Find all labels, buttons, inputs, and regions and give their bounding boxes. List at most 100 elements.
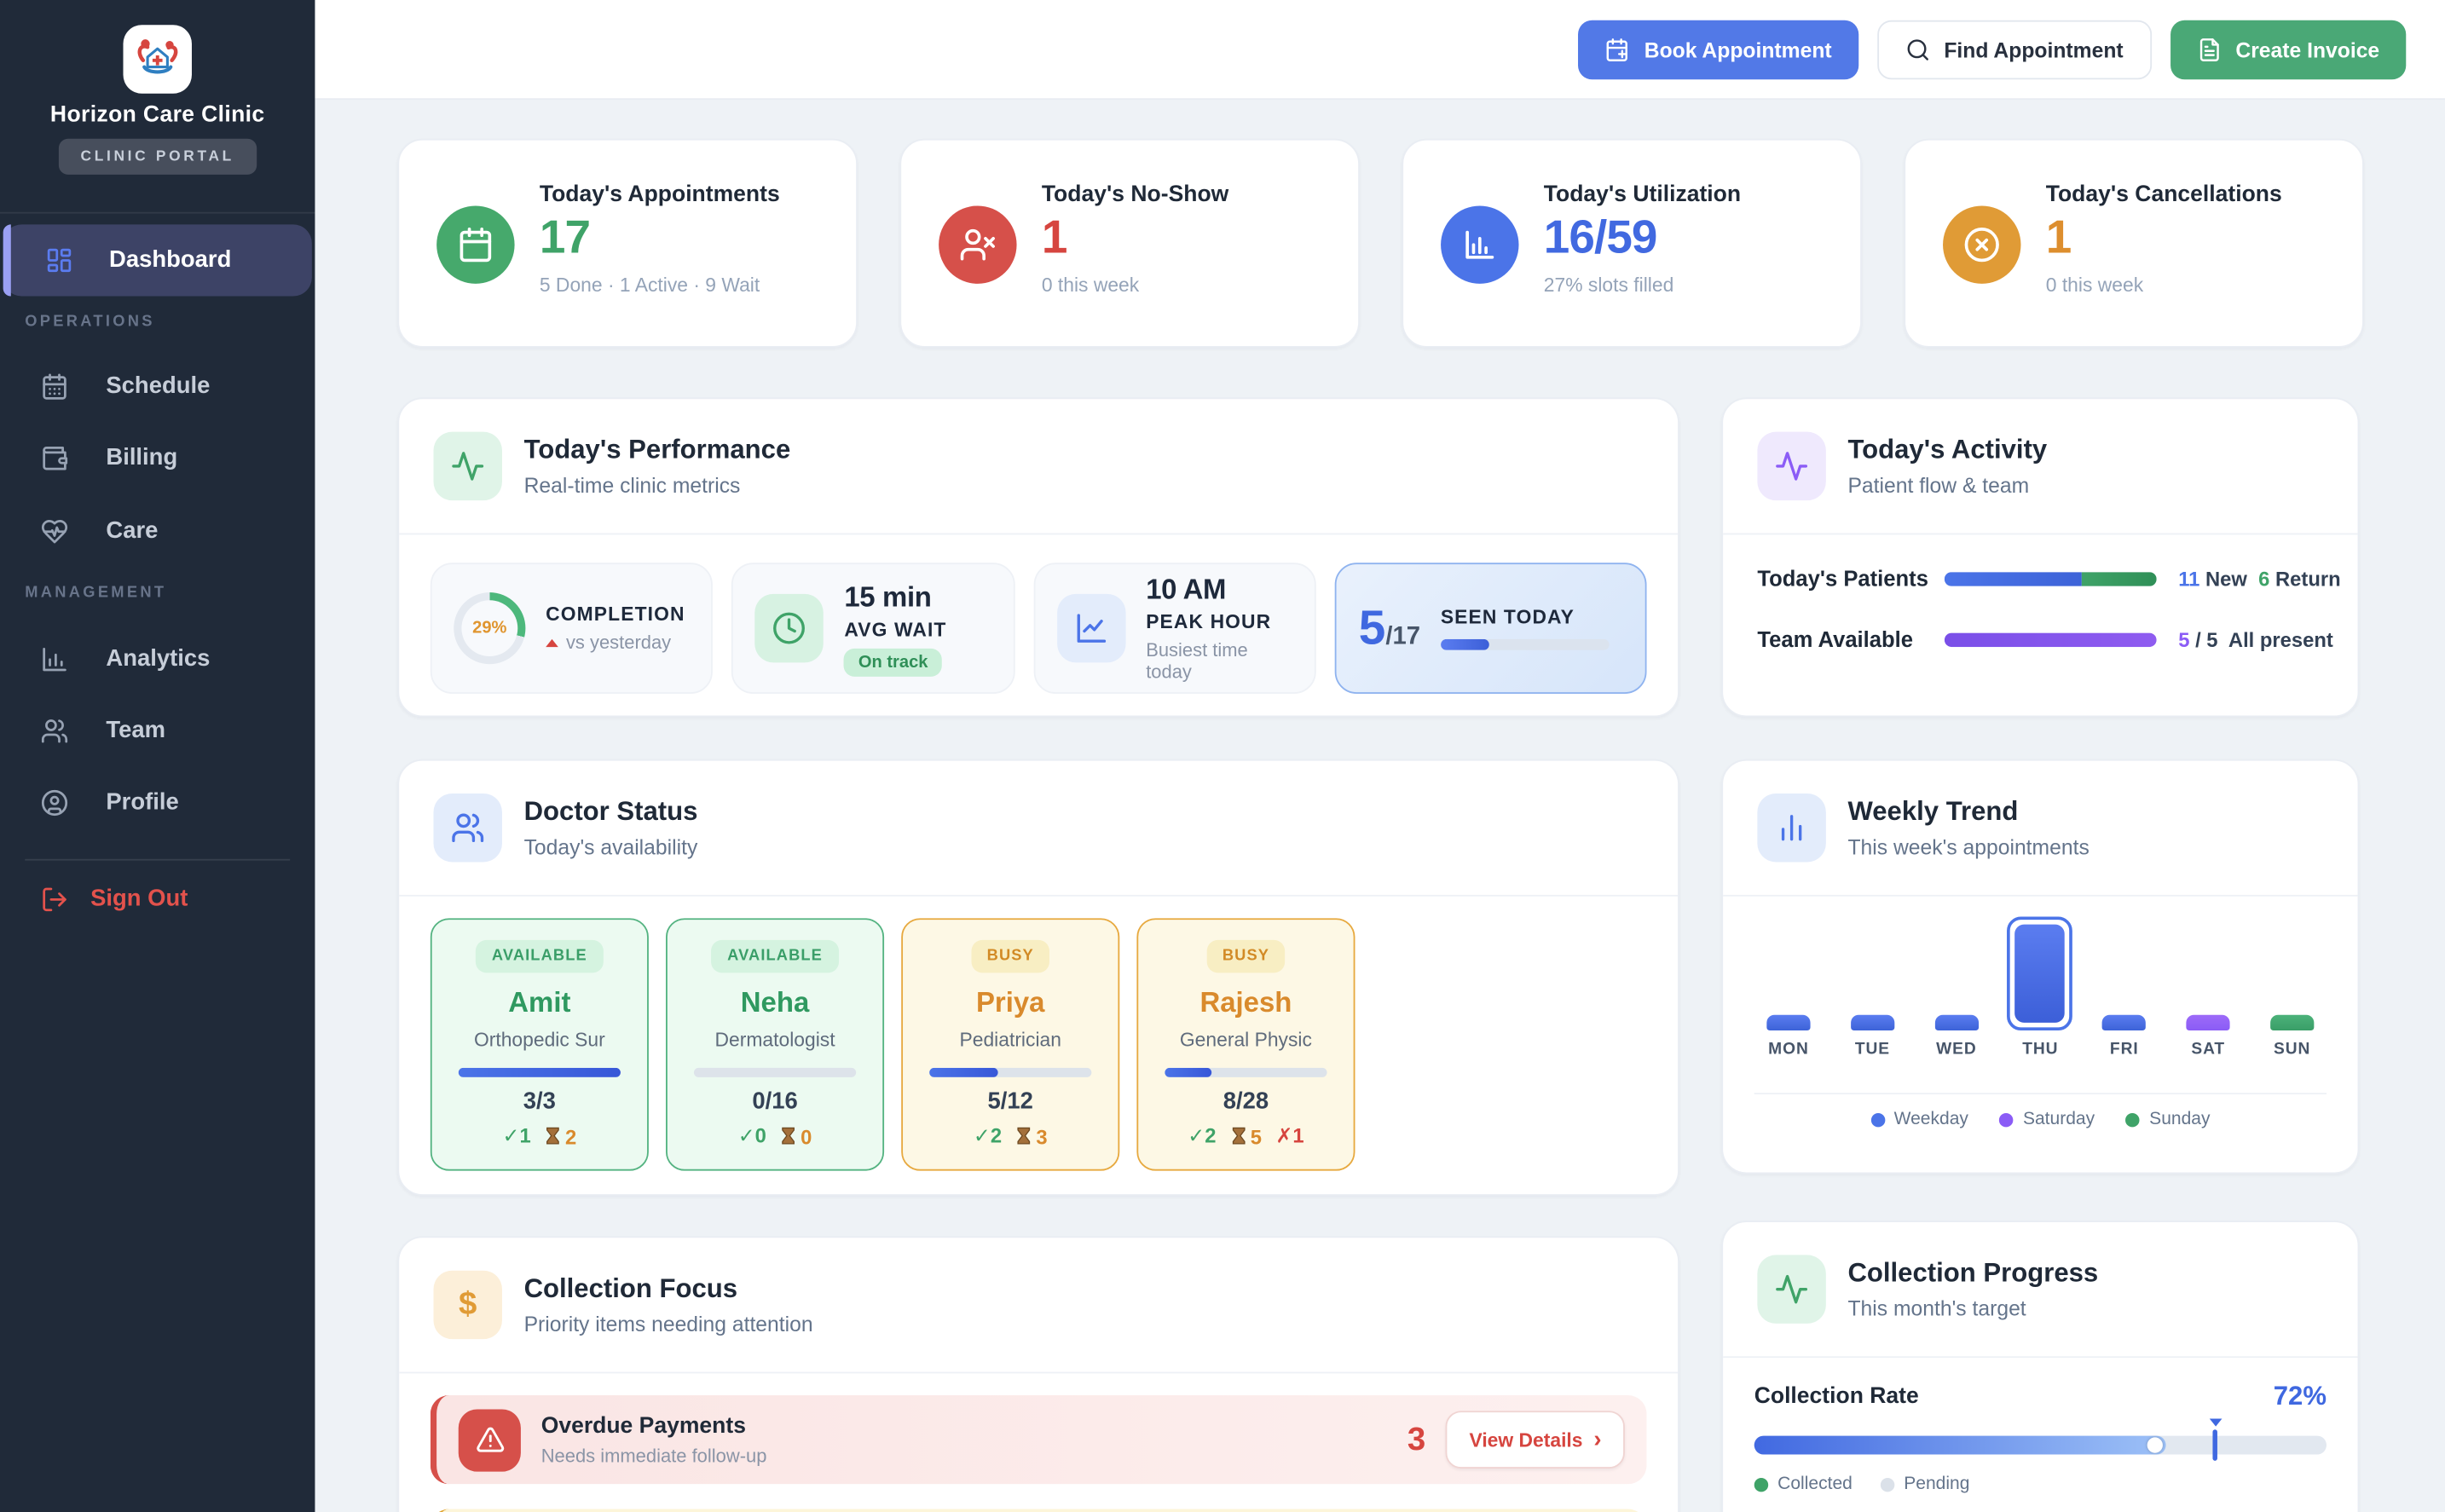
collection-focus-card: $ Collection Focus Priority items needin… — [397, 1236, 1679, 1512]
tile-label: SEEN TODAY — [1440, 606, 1575, 629]
bar-wed — [1934, 1014, 1979, 1031]
check-icon: ✓ — [973, 1123, 991, 1148]
heart-pulse-icon — [41, 517, 69, 545]
card-subtitle: This month's target — [1847, 1296, 2026, 1321]
card-subtitle: Priority items needing attention — [523, 1313, 813, 1336]
doctor-name: Amit — [508, 986, 571, 1019]
sidebar-item-analytics[interactable]: Analytics — [0, 624, 315, 695]
completion-ring: 29% — [454, 592, 526, 665]
clinic-logo-icon — [137, 39, 178, 74]
doctor-card-amit[interactable]: AVAILABLE Amit Orthopedic Sur 3/3 ✓1 2 — [430, 918, 649, 1171]
stat-title: Today's Utilization — [1543, 182, 1742, 208]
sidebar-item-label: Schedule — [106, 372, 211, 400]
sidebar-item-label: Billing — [106, 444, 178, 471]
waiting-count: 0 — [801, 1124, 812, 1149]
row-label: Today's Patients — [1757, 565, 1928, 592]
doctor-card-priya[interactable]: BUSY Priya Pediatrician 5/12 ✓2 3 — [901, 918, 1120, 1171]
stat-subtitle: 27% slots filled — [1543, 274, 1674, 297]
sidebar: Horizon Care Clinic CLINIC PORTAL Dashbo… — [0, 0, 315, 1512]
clinic-name: Horizon Care Clinic — [49, 102, 265, 128]
sidebar-item-care[interactable]: Care — [0, 496, 315, 568]
bar-fri — [2102, 1014, 2147, 1031]
doctor-specialty: Orthopedic Sur — [473, 1029, 605, 1051]
doctor-name: Rajesh — [1199, 986, 1292, 1019]
done-count: 2 — [1205, 1123, 1217, 1148]
weekly-trend-card: Weekly Trend This week's appointments MO… — [1721, 759, 2360, 1174]
users-icon — [433, 794, 502, 863]
create-invoice-button[interactable]: Create Invoice — [2170, 20, 2407, 80]
seen-count: 5 — [1358, 600, 1386, 655]
axis-label: MON — [1768, 1039, 1809, 1059]
axis-label: SUN — [2274, 1039, 2311, 1059]
bar-tue — [1850, 1014, 1895, 1031]
target-marker — [2211, 1429, 2217, 1461]
check-icon: ✓ — [502, 1123, 520, 1148]
card-subtitle: This week's appointments — [1847, 835, 2090, 859]
alert-subtitle: Needs immediate follow-up — [540, 1444, 767, 1467]
cross-icon: ✗ — [1275, 1123, 1293, 1148]
users-icon — [41, 717, 69, 745]
card-title: Weekly Trend — [1847, 796, 2019, 827]
legend-label: Sunday — [2149, 1110, 2211, 1129]
alert-title: Overdue Payments — [540, 1413, 746, 1439]
return-label: Return — [2274, 566, 2341, 591]
check-icon: ✓ — [1188, 1123, 1205, 1148]
stat-subtitle: 0 this week — [1041, 274, 1140, 297]
bar-thu-highlighted — [2007, 916, 2073, 1031]
search-icon — [1907, 39, 1928, 61]
axis-label: TUE — [1854, 1039, 1890, 1059]
view-details-button[interactable]: View Details › — [1446, 1411, 1625, 1469]
pending-dot — [1880, 1477, 1895, 1492]
alert-count: 3 — [1407, 1421, 1426, 1457]
sidebar-item-profile[interactable]: Profile — [0, 767, 315, 839]
tile-label: AVG WAIT — [844, 618, 947, 640]
sidebar-item-dashboard[interactable]: Dashboard — [3, 224, 312, 297]
tile-value: 10 AM — [1146, 574, 1227, 605]
sidebar-item-billing[interactable]: Billing — [0, 423, 315, 494]
doctor-progress: 8/28 — [1222, 1088, 1269, 1115]
main-content: Today's Appointments 17 5 Done · 1 Activ… — [315, 100, 2445, 1512]
doctor-progress-bar — [1165, 1067, 1327, 1077]
trend-up-icon — [546, 638, 558, 647]
find-appointment-button[interactable]: Find Appointment — [1876, 20, 2152, 80]
new-count: 11 — [2178, 566, 2200, 591]
overdue-payments-alert: Overdue Payments Needs immediate follow-… — [430, 1395, 1647, 1485]
doctor-card-neha[interactable]: AVAILABLE Neha Dermatologist 0/16 ✓0 0 — [666, 918, 885, 1171]
pending-alert-partial — [430, 1509, 1647, 1512]
calendar-icon — [41, 372, 69, 401]
stat-card-cancellations: Today's Cancellations 1 0 this week — [1904, 138, 2364, 348]
weekday-dot — [1870, 1112, 1885, 1127]
file-text-icon — [2199, 38, 2219, 61]
doctor-card-rajesh[interactable]: BUSY Rajesh General Physic 8/28 ✓2 5 ✗1 — [1136, 918, 1355, 1171]
chevron-right-icon: › — [1593, 1426, 1602, 1453]
waiting-count: 3 — [1036, 1124, 1048, 1149]
team-total: / 5 — [2195, 627, 2218, 651]
cancelled-count: 1 — [1292, 1123, 1304, 1148]
collection-progress-card: Collection Progress This month's target … — [1721, 1221, 2360, 1512]
card-title: Today's Activity — [1847, 435, 2048, 465]
card-title: Today's Performance — [523, 435, 791, 465]
status-badge: BUSY — [971, 939, 1050, 973]
status-badge: AVAILABLE — [711, 939, 839, 973]
patients-row: Today's Patients 11 New 6 Return — [1757, 565, 2340, 592]
tile-note: vs yesterday — [565, 631, 672, 654]
tile-label: PEAK HOUR — [1146, 610, 1272, 633]
collection-rate-bar — [1754, 1418, 2327, 1461]
axis-label: SAT — [2191, 1039, 2226, 1059]
on-track-badge: On track — [844, 647, 942, 676]
legend-label: Weekday — [1893, 1110, 1968, 1129]
clinic-logo — [123, 25, 192, 94]
sidebar-divider — [25, 858, 291, 861]
wallet-icon — [41, 444, 69, 472]
stat-title: Today's Cancellations — [2045, 182, 2282, 208]
doctor-name: Priya — [975, 986, 1045, 1019]
sidebar-item-label: Dashboard — [109, 245, 232, 274]
team-row: Team Available 5 / 5 All present — [1757, 626, 2332, 651]
stat-card-no-show: Today's No-Show 1 0 this week — [899, 138, 1360, 348]
sidebar-item-schedule[interactable]: Schedule — [0, 351, 315, 423]
x-circle-icon — [1943, 205, 2021, 284]
sidebar-item-team[interactable]: Team — [0, 695, 315, 767]
stat-value: 1 — [2045, 211, 2072, 264]
sign-out-button[interactable]: Sign Out — [0, 863, 315, 935]
book-appointment-button[interactable]: Book Appointment — [1578, 20, 1858, 80]
